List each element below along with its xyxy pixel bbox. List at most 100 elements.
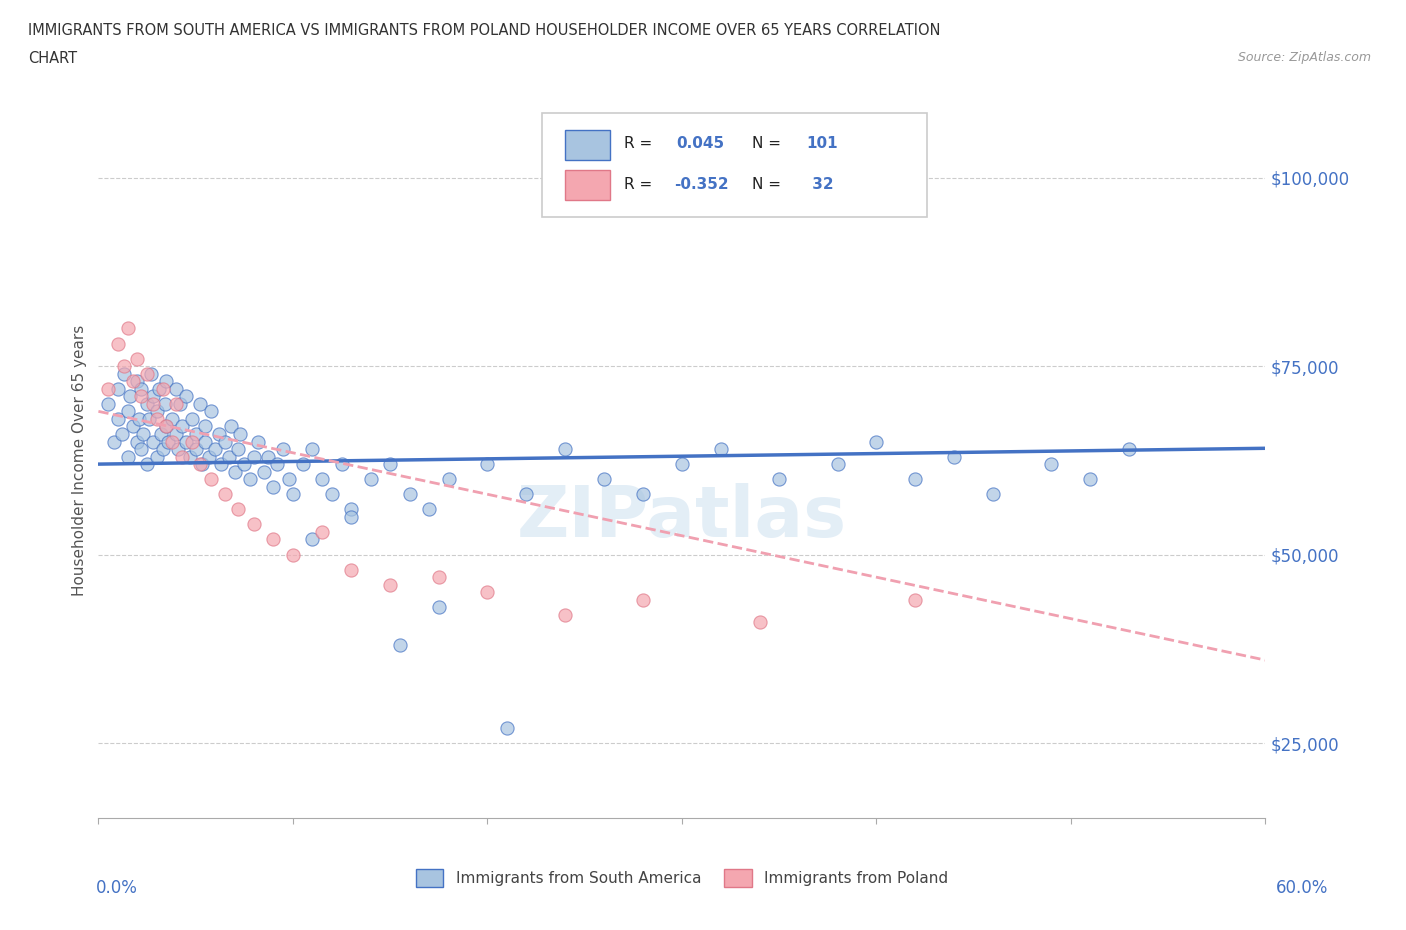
Point — [943, 449, 966, 464]
Point — [157, 434, 180, 449]
Point — [981, 486, 1004, 501]
Text: R =: R = — [624, 137, 652, 152]
Point — [477, 585, 499, 600]
Point — [710, 442, 733, 457]
Point — [107, 411, 129, 426]
Point — [208, 427, 231, 442]
Point — [233, 457, 256, 472]
Text: -0.352: -0.352 — [673, 177, 728, 193]
Point — [278, 472, 301, 486]
Point — [496, 721, 519, 736]
Point — [321, 486, 343, 501]
Point — [148, 381, 170, 396]
Point — [112, 366, 135, 381]
Point — [311, 525, 333, 539]
Point — [214, 434, 236, 449]
Point — [188, 457, 211, 472]
Point — [107, 381, 129, 396]
Point — [139, 366, 162, 381]
Point — [162, 411, 184, 426]
Text: N =: N = — [752, 177, 780, 193]
Point — [427, 600, 450, 615]
Point — [169, 396, 191, 411]
Point — [103, 434, 125, 449]
Point — [142, 396, 165, 411]
Point — [330, 457, 353, 472]
Point — [180, 411, 202, 426]
Point — [427, 570, 450, 585]
Point — [198, 449, 221, 464]
Point — [380, 578, 402, 592]
Point — [243, 449, 266, 464]
Point — [174, 434, 197, 449]
Point — [418, 502, 440, 517]
Point — [262, 532, 284, 547]
Point — [179, 449, 201, 464]
Point — [256, 449, 278, 464]
Point — [165, 427, 187, 442]
Point — [768, 472, 790, 486]
Point — [515, 486, 537, 501]
Point — [554, 442, 576, 457]
Point — [132, 427, 155, 442]
Point — [97, 396, 120, 411]
Point — [671, 457, 693, 472]
Point — [122, 419, 145, 434]
Point — [229, 427, 252, 442]
Text: 0.0%: 0.0% — [96, 879, 138, 897]
Point — [398, 486, 420, 501]
Point — [146, 404, 169, 418]
Text: Source: ZipAtlas.com: Source: ZipAtlas.com — [1237, 51, 1371, 64]
Text: 32: 32 — [807, 177, 834, 193]
Point — [228, 442, 250, 457]
Point — [827, 457, 849, 472]
Text: CHART: CHART — [28, 51, 77, 66]
Point — [165, 396, 187, 411]
Point — [301, 442, 323, 457]
Y-axis label: Householder Income Over 65 years: Householder Income Over 65 years — [72, 325, 87, 596]
Point — [228, 502, 250, 517]
Point — [97, 381, 120, 396]
Point — [253, 464, 276, 479]
Point — [340, 502, 363, 517]
Point — [190, 457, 212, 472]
Point — [170, 419, 193, 434]
Point — [127, 374, 149, 389]
FancyBboxPatch shape — [565, 170, 610, 200]
Point — [155, 419, 177, 434]
Point — [153, 396, 176, 411]
Point — [209, 457, 232, 472]
FancyBboxPatch shape — [565, 129, 610, 160]
Point — [136, 366, 159, 381]
Point — [904, 592, 927, 607]
Point — [142, 434, 165, 449]
Point — [554, 607, 576, 622]
Point — [149, 427, 172, 442]
Point — [1080, 472, 1102, 486]
Point — [262, 479, 284, 494]
Point — [311, 472, 333, 486]
Point — [117, 321, 139, 336]
Point — [174, 389, 197, 404]
Point — [118, 389, 141, 404]
Point — [194, 434, 217, 449]
Point — [184, 427, 207, 442]
Point — [170, 449, 193, 464]
Point — [127, 434, 149, 449]
Text: R =: R = — [624, 177, 652, 193]
Point — [188, 396, 211, 411]
Point — [243, 517, 266, 532]
Text: 0.045: 0.045 — [676, 137, 724, 152]
Point — [281, 486, 304, 501]
Point — [112, 359, 135, 374]
Point — [204, 442, 226, 457]
Legend: Immigrants from South America, Immigrants from Poland: Immigrants from South America, Immigrant… — [409, 863, 955, 893]
Point — [129, 381, 152, 396]
Text: 60.0%: 60.0% — [1277, 879, 1329, 897]
Point — [218, 449, 240, 464]
Point — [301, 532, 323, 547]
Point — [631, 486, 654, 501]
Point — [146, 449, 169, 464]
Point — [200, 472, 222, 486]
Point — [360, 472, 382, 486]
